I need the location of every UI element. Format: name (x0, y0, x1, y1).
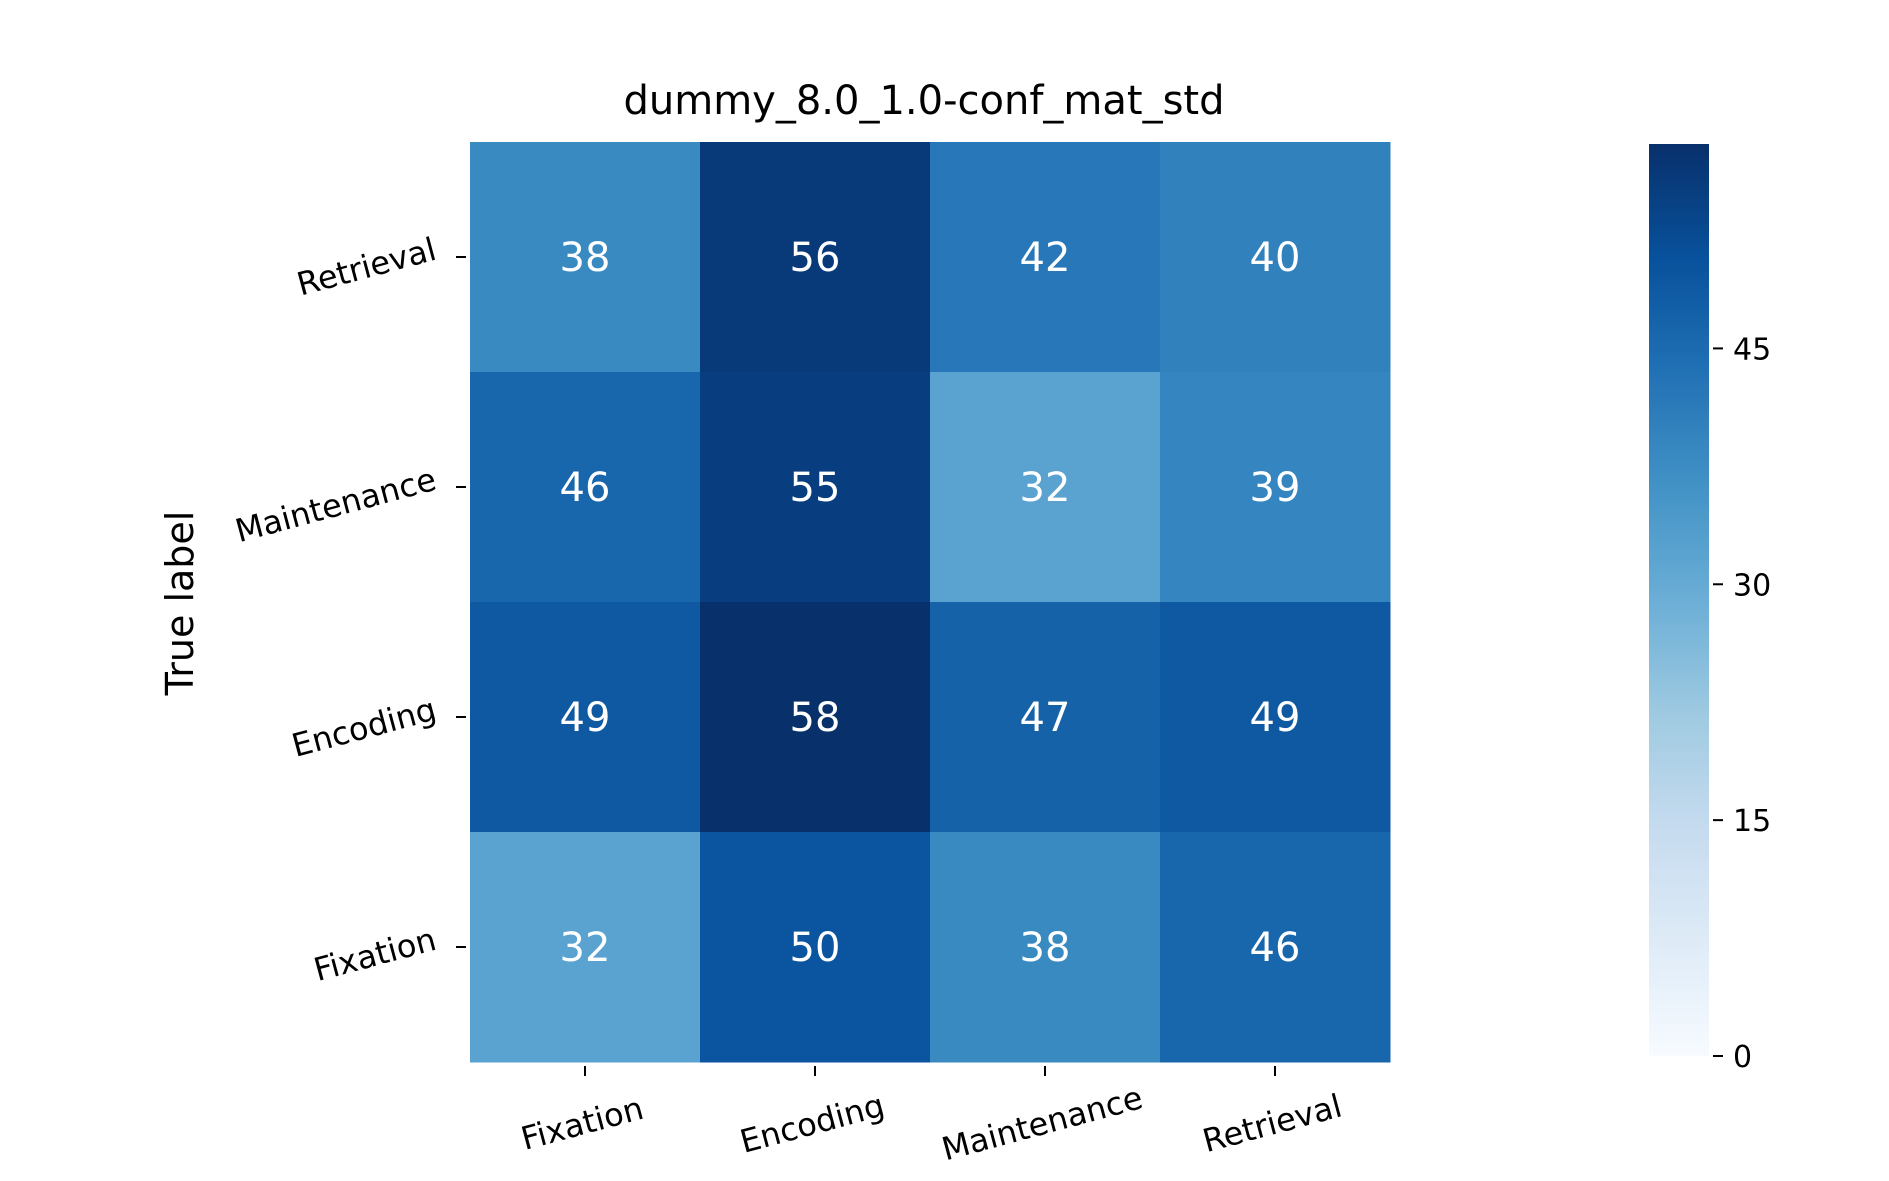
x-tick-label: Fixation (517, 1089, 647, 1158)
x-tick-label: Encoding (736, 1086, 888, 1161)
cell-value-label: 32 (1020, 465, 1071, 511)
y-tick-label: Encoding (288, 690, 440, 765)
heatmap-cell (930, 602, 1161, 833)
x-tick-label: Maintenance (938, 1078, 1147, 1168)
y-tick-label: Fixation (310, 920, 440, 989)
heatmap-cell (930, 372, 1161, 603)
colorbar-ticks: 0 15 30 45 (1713, 332, 1771, 1075)
cell-value-label: 46 (560, 465, 611, 511)
cell-value-label: 56 (790, 235, 841, 281)
cell-value-labels: 38 56 42 40 46 55 32 39 49 58 47 49 32 50 38 46 (560, 235, 1301, 971)
heatmap-cell (1160, 372, 1391, 603)
cell-value-label: 32 (560, 925, 611, 971)
heatmap-cell (700, 372, 931, 603)
cell-value-label: 58 (790, 695, 841, 741)
colorbar (1649, 144, 1709, 1056)
heatmap-cell (1160, 142, 1391, 373)
heatmap-cell (930, 142, 1161, 373)
heatmap-cells (470, 142, 1391, 1063)
colorbar-tick-label: 30 (1733, 568, 1771, 603)
cell-value-label: 42 (1020, 235, 1071, 281)
heatmap-cell (470, 832, 701, 1063)
heatmap-cell (470, 372, 701, 603)
colorbar-tick-label: 45 (1733, 332, 1771, 367)
cell-value-label: 38 (1020, 925, 1071, 971)
colorbar-tick-label: 15 (1733, 804, 1771, 839)
cell-value-label: 55 (790, 465, 841, 511)
heatmap-cell (700, 602, 931, 833)
chart-title: dummy_8.0_1.0-conf_mat_std (624, 78, 1225, 124)
heatmap-cell (700, 142, 931, 373)
cell-value-label: 39 (1250, 465, 1301, 511)
cell-value-label: 38 (560, 235, 611, 281)
x-tick-label: Retrieval (1199, 1087, 1346, 1161)
heatmap-cell (470, 142, 701, 373)
cell-value-label: 46 (1250, 925, 1301, 971)
cell-value-label: 49 (1250, 695, 1301, 741)
y-tick-label: Maintenance (231, 460, 440, 550)
y-axis-label: True label (158, 511, 202, 697)
heatmap-cell (1160, 832, 1391, 1063)
y-axis: Retrieval Maintenance Encoding Fixation (231, 230, 466, 989)
x-axis: Fixation Encoding Maintenance Retrieval (517, 1066, 1346, 1168)
cell-value-label: 47 (1020, 695, 1071, 741)
cell-value-label: 40 (1250, 235, 1301, 281)
heatmap-cell (470, 602, 701, 833)
cell-value-label: 49 (560, 695, 611, 741)
heatmap-cell (930, 832, 1161, 1063)
y-tick-label: Retrieval (293, 230, 440, 304)
colorbar-tick-label: 0 (1733, 1040, 1752, 1075)
cell-value-label: 50 (790, 925, 841, 971)
heatmap-cell (1160, 602, 1391, 833)
heatmap-cell (700, 832, 931, 1063)
